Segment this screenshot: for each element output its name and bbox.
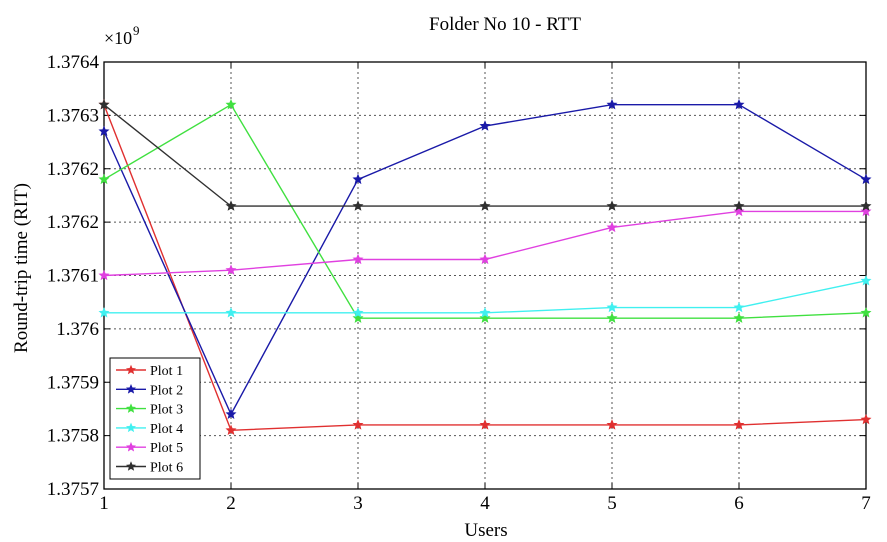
- x-tick-label: 7: [861, 493, 871, 514]
- legend-label: Plot 3: [150, 403, 183, 418]
- legend-item-6: Plot 6: [116, 461, 183, 476]
- x-axis-label: Users: [464, 520, 507, 541]
- x-tick-labels: 1 2 3 4 5 6 7: [99, 493, 871, 514]
- y-tick-labels: 1.3757 1.3758 1.3759 1.376 1.3761 1.3762 1.376…: [47, 52, 100, 500]
- y-tick-label: 1.376: [56, 319, 99, 340]
- series-group: [98, 98, 872, 435]
- data-point: [860, 173, 872, 185]
- data-point: [479, 200, 491, 211]
- data-point: [352, 253, 364, 265]
- data-point: [606, 221, 618, 233]
- series-6: [98, 98, 872, 211]
- data-point: [225, 98, 237, 110]
- y-multiplier-text: ×10: [104, 28, 132, 48]
- data-point: [606, 200, 618, 211]
- data-point: [733, 301, 745, 313]
- legend-item-1: Plot 1: [116, 364, 183, 379]
- y-tick-label: 1.3763: [47, 105, 99, 126]
- y-multiplier: ×10 9: [104, 23, 140, 48]
- x-tick-label: 1: [99, 493, 109, 514]
- y-tick-label: 1.3764: [47, 52, 100, 73]
- legend-swatch-marker: [125, 461, 137, 471]
- series-3: [98, 98, 872, 323]
- y-tick-label: 1.3759: [47, 372, 99, 393]
- data-point: [606, 301, 618, 313]
- data-point: [98, 307, 110, 318]
- legend-label: Plot 6: [150, 461, 183, 476]
- data-point: [479, 312, 491, 323]
- data-point: [479, 253, 491, 265]
- data-point: [733, 200, 745, 211]
- data-point: [98, 98, 110, 110]
- data-point: [860, 413, 872, 425]
- series-4: [98, 275, 872, 318]
- data-point: [606, 98, 618, 110]
- data-point: [860, 205, 872, 217]
- data-point: [225, 264, 237, 275]
- data-point: [98, 125, 110, 137]
- y-tick-label: 1.3761: [47, 266, 99, 287]
- data-point: [352, 173, 364, 185]
- legend-swatch-marker: [125, 422, 137, 433]
- data-point: [860, 307, 872, 318]
- data-point: [352, 307, 364, 318]
- data-point: [860, 275, 872, 286]
- data-point: [733, 312, 745, 323]
- legend-item-4: Plot 4: [116, 422, 183, 437]
- y-tick-label: 1.3757: [47, 479, 99, 500]
- data-point: [225, 200, 237, 211]
- x-tick-label: 5: [607, 493, 617, 514]
- legend-label: Plot 5: [150, 441, 183, 456]
- data-point: [479, 120, 491, 131]
- data-point: [98, 269, 110, 281]
- x-tick-label: 3: [353, 493, 363, 514]
- data-point: [225, 307, 237, 318]
- y-tick-label: 1.3762: [47, 159, 99, 180]
- data-point: [733, 205, 745, 217]
- y-axis-label: Round-trip time (RIT): [11, 183, 32, 353]
- legend-label: Plot 2: [150, 383, 183, 398]
- legend-swatch-marker: [125, 364, 137, 375]
- data-point: [733, 419, 745, 430]
- legend-item-3: Plot 3: [116, 403, 183, 418]
- data-point: [606, 312, 618, 323]
- data-point: [352, 419, 364, 430]
- legend-label: Plot 4: [150, 422, 183, 437]
- grid: [104, 62, 866, 489]
- y-tick-label: 1.3762: [47, 212, 99, 233]
- x-tick-label: 2: [226, 493, 236, 514]
- series-2: [98, 98, 872, 419]
- data-point: [98, 173, 110, 185]
- series-line: [103, 104, 866, 207]
- y-exponent-text: 9: [133, 23, 140, 38]
- data-point: [733, 98, 745, 110]
- data-point: [860, 200, 872, 211]
- data-point: [352, 200, 364, 211]
- legend-swatch-marker: [125, 384, 137, 394]
- chart-title: Folder No 10 - RTT: [429, 14, 581, 35]
- data-point: [225, 424, 237, 435]
- data-point: [352, 312, 364, 323]
- legend-item-2: Plot 2: [116, 383, 183, 398]
- legend-label: Plot 1: [150, 364, 183, 379]
- x-tick-label: 4: [480, 493, 490, 514]
- x-tick-label: 6: [734, 493, 744, 514]
- data-point: [606, 419, 618, 430]
- y-tick-label: 1.3758: [47, 426, 99, 447]
- legend-swatch-marker: [125, 441, 137, 452]
- data-point: [479, 419, 491, 430]
- legend-box: [109, 357, 201, 480]
- legend-item-5: Plot 5: [116, 441, 183, 456]
- series-5: [98, 205, 872, 281]
- data-point: [479, 307, 491, 318]
- data-point: [225, 408, 237, 419]
- legend-swatch-marker: [125, 403, 137, 413]
- legend: Plot 1 Plot 2 Plot 3 Plot 4 Plot 5 Plot 6: [109, 357, 201, 480]
